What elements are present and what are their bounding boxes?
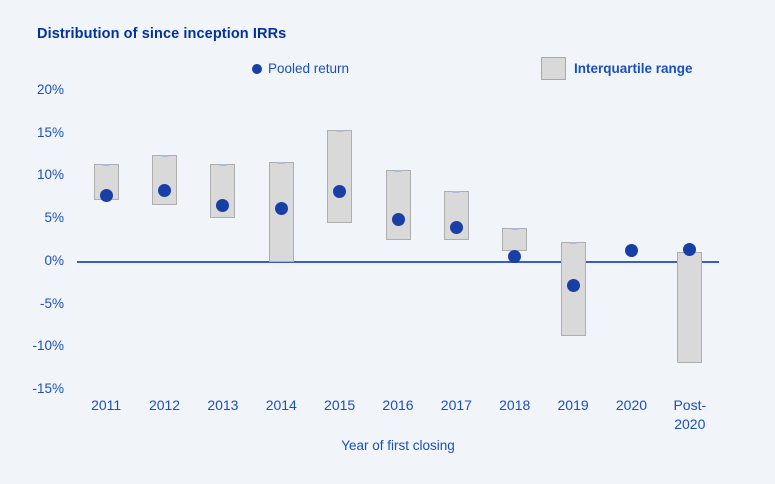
y-axis-tick-label: 5%	[44, 210, 64, 226]
pooled-return-point	[508, 250, 522, 264]
chart-title: Distribution of since inception IRRs	[37, 26, 287, 42]
bar-top-cap	[102, 164, 110, 167]
interquartile-range-bar	[327, 130, 353, 224]
pooled-return-point	[624, 244, 638, 258]
y-axis-tick-label: -15%	[32, 381, 64, 396]
pooled-return-point	[449, 221, 463, 235]
x-axis-category-label: 2019	[557, 397, 589, 413]
x-axis-category-label: Post-2020	[673, 397, 707, 432]
pooled-return-point	[391, 213, 405, 227]
x-axis-title: Year of first closing	[341, 438, 455, 453]
legend-item-interquartile-range: Interquartile range	[541, 57, 693, 80]
interquartile-range-bar	[268, 161, 294, 262]
x-axis-category-label: 2013	[207, 397, 239, 413]
pooled-return-point	[333, 185, 347, 199]
x-axis-category-label: 2012	[148, 397, 181, 413]
y-axis-tick-label: 20%	[36, 82, 64, 97]
pooled-return-point	[216, 198, 230, 212]
pooled-return-dot-icon	[252, 63, 262, 74]
y-axis-tick-label: 10%	[36, 167, 64, 183]
interquartile-range-bar	[502, 227, 528, 251]
pooled-return-point	[683, 243, 697, 257]
bar-top-cap	[161, 155, 169, 158]
pooled-return-point	[99, 188, 113, 202]
y-axis-tick-label: -10%	[32, 338, 64, 354]
y-axis-tick-label: 0%	[44, 252, 64, 268]
interquartile-range-bar	[152, 155, 178, 206]
interquartile-range-bar	[677, 252, 703, 363]
x-axis-category-label: 2014	[265, 397, 297, 413]
x-axis-category-label: 2017	[440, 397, 472, 413]
pooled-return-point	[274, 201, 288, 215]
zero-axis-line	[77, 260, 719, 263]
x-axis-category-label: 2018	[499, 397, 531, 413]
y-axis-tick-label: -5%	[39, 295, 64, 311]
x-axis-category-label: 2015	[324, 397, 356, 413]
x-axis-category-label: 2011	[91, 397, 122, 413]
y-axis-tick-label: 15%	[36, 124, 64, 140]
pooled-return-point	[158, 183, 172, 197]
legend-item-pooled-return: Pooled return	[252, 61, 349, 76]
interquartile-range-box-icon	[541, 57, 566, 80]
interquartile-range-bar	[385, 170, 411, 240]
bar-top-cap	[219, 164, 227, 167]
x-axis-category-label: 2020	[615, 397, 648, 413]
bar-top-cap	[569, 242, 577, 245]
bar-top-cap	[394, 170, 402, 173]
pooled-return-point	[566, 279, 580, 293]
legend-label-pooled-return: Pooled return	[268, 61, 350, 76]
bar-top-cap	[336, 130, 344, 133]
bar-top-cap	[277, 161, 285, 164]
bar-top-cap	[511, 227, 519, 230]
legend-label-interquartile-range: Interquartile range	[574, 61, 693, 76]
x-axis-category-label: 2016	[382, 397, 414, 413]
bar-top-cap	[452, 190, 460, 193]
